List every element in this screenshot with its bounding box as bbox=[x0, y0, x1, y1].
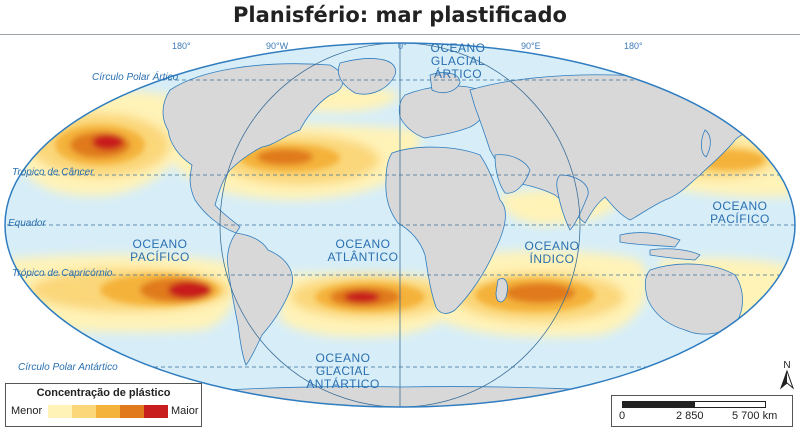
ocean-label-glacial-artico: OCEANO GLACIAL ÁRTICO bbox=[430, 41, 486, 81]
concentration-legend: Concentração de plástico Menor Maior bbox=[5, 383, 202, 427]
legend-swatch bbox=[144, 405, 168, 418]
legend-title: Concentração de plástico bbox=[36, 387, 171, 399]
legend-swatch bbox=[96, 405, 120, 418]
arctic-circle-label: Círculo Polar Ártico bbox=[92, 72, 179, 83]
world-map bbox=[4, 42, 796, 408]
meridian-label: 180° bbox=[624, 41, 643, 51]
tropic-cancer-label: Trópico de Câncer bbox=[12, 167, 94, 178]
map-title: Planisfério: mar plastificado bbox=[233, 3, 567, 27]
meridian-label: 180° bbox=[172, 41, 191, 51]
ocean-label-glacial-antartico: OCEANO GLACIAL ANTÁRTICO bbox=[306, 351, 380, 391]
scale-bar: 0 2 850 5 700 km bbox=[611, 395, 793, 427]
legend-swatch bbox=[48, 405, 72, 418]
meridian-label: 0° bbox=[398, 41, 407, 51]
legend-max-label: Maior bbox=[171, 405, 199, 417]
legend-swatch bbox=[72, 405, 96, 418]
scale-segment bbox=[694, 401, 766, 408]
legend-min-label: Menor bbox=[11, 405, 43, 417]
north-label: N bbox=[783, 360, 790, 371]
ocean-label-atlantico: OCEANO ATLÂNTICO bbox=[327, 237, 399, 264]
scale-tick-label: 2 850 bbox=[676, 410, 704, 422]
title-bar: Planisfério: mar plastificado bbox=[0, 0, 800, 35]
scale-tick-label: 5 700 km bbox=[732, 410, 778, 422]
tropic-capricorn-label: Trópico de Capricórnio bbox=[12, 268, 113, 279]
equator-label: Equador bbox=[8, 218, 46, 229]
antarctic-circle-label: Círculo Polar Antártico bbox=[18, 362, 118, 373]
ocean-label-indico: OCEANO ÍNDICO bbox=[524, 239, 580, 266]
meridian-label: 90°E bbox=[521, 41, 541, 51]
meridian-label: 90°W bbox=[266, 41, 289, 51]
ocean-label-pacifico-w: OCEANO PACÍFICO bbox=[130, 237, 190, 264]
ocean-label-pacifico-e: OCEANO PACÍFICO bbox=[710, 199, 770, 226]
scale-segment bbox=[622, 401, 694, 408]
globe-outline bbox=[4, 42, 796, 408]
north-arrow-icon: N bbox=[779, 360, 795, 390]
legend-swatch bbox=[120, 405, 144, 418]
scale-tick-label: 0 bbox=[619, 410, 626, 422]
